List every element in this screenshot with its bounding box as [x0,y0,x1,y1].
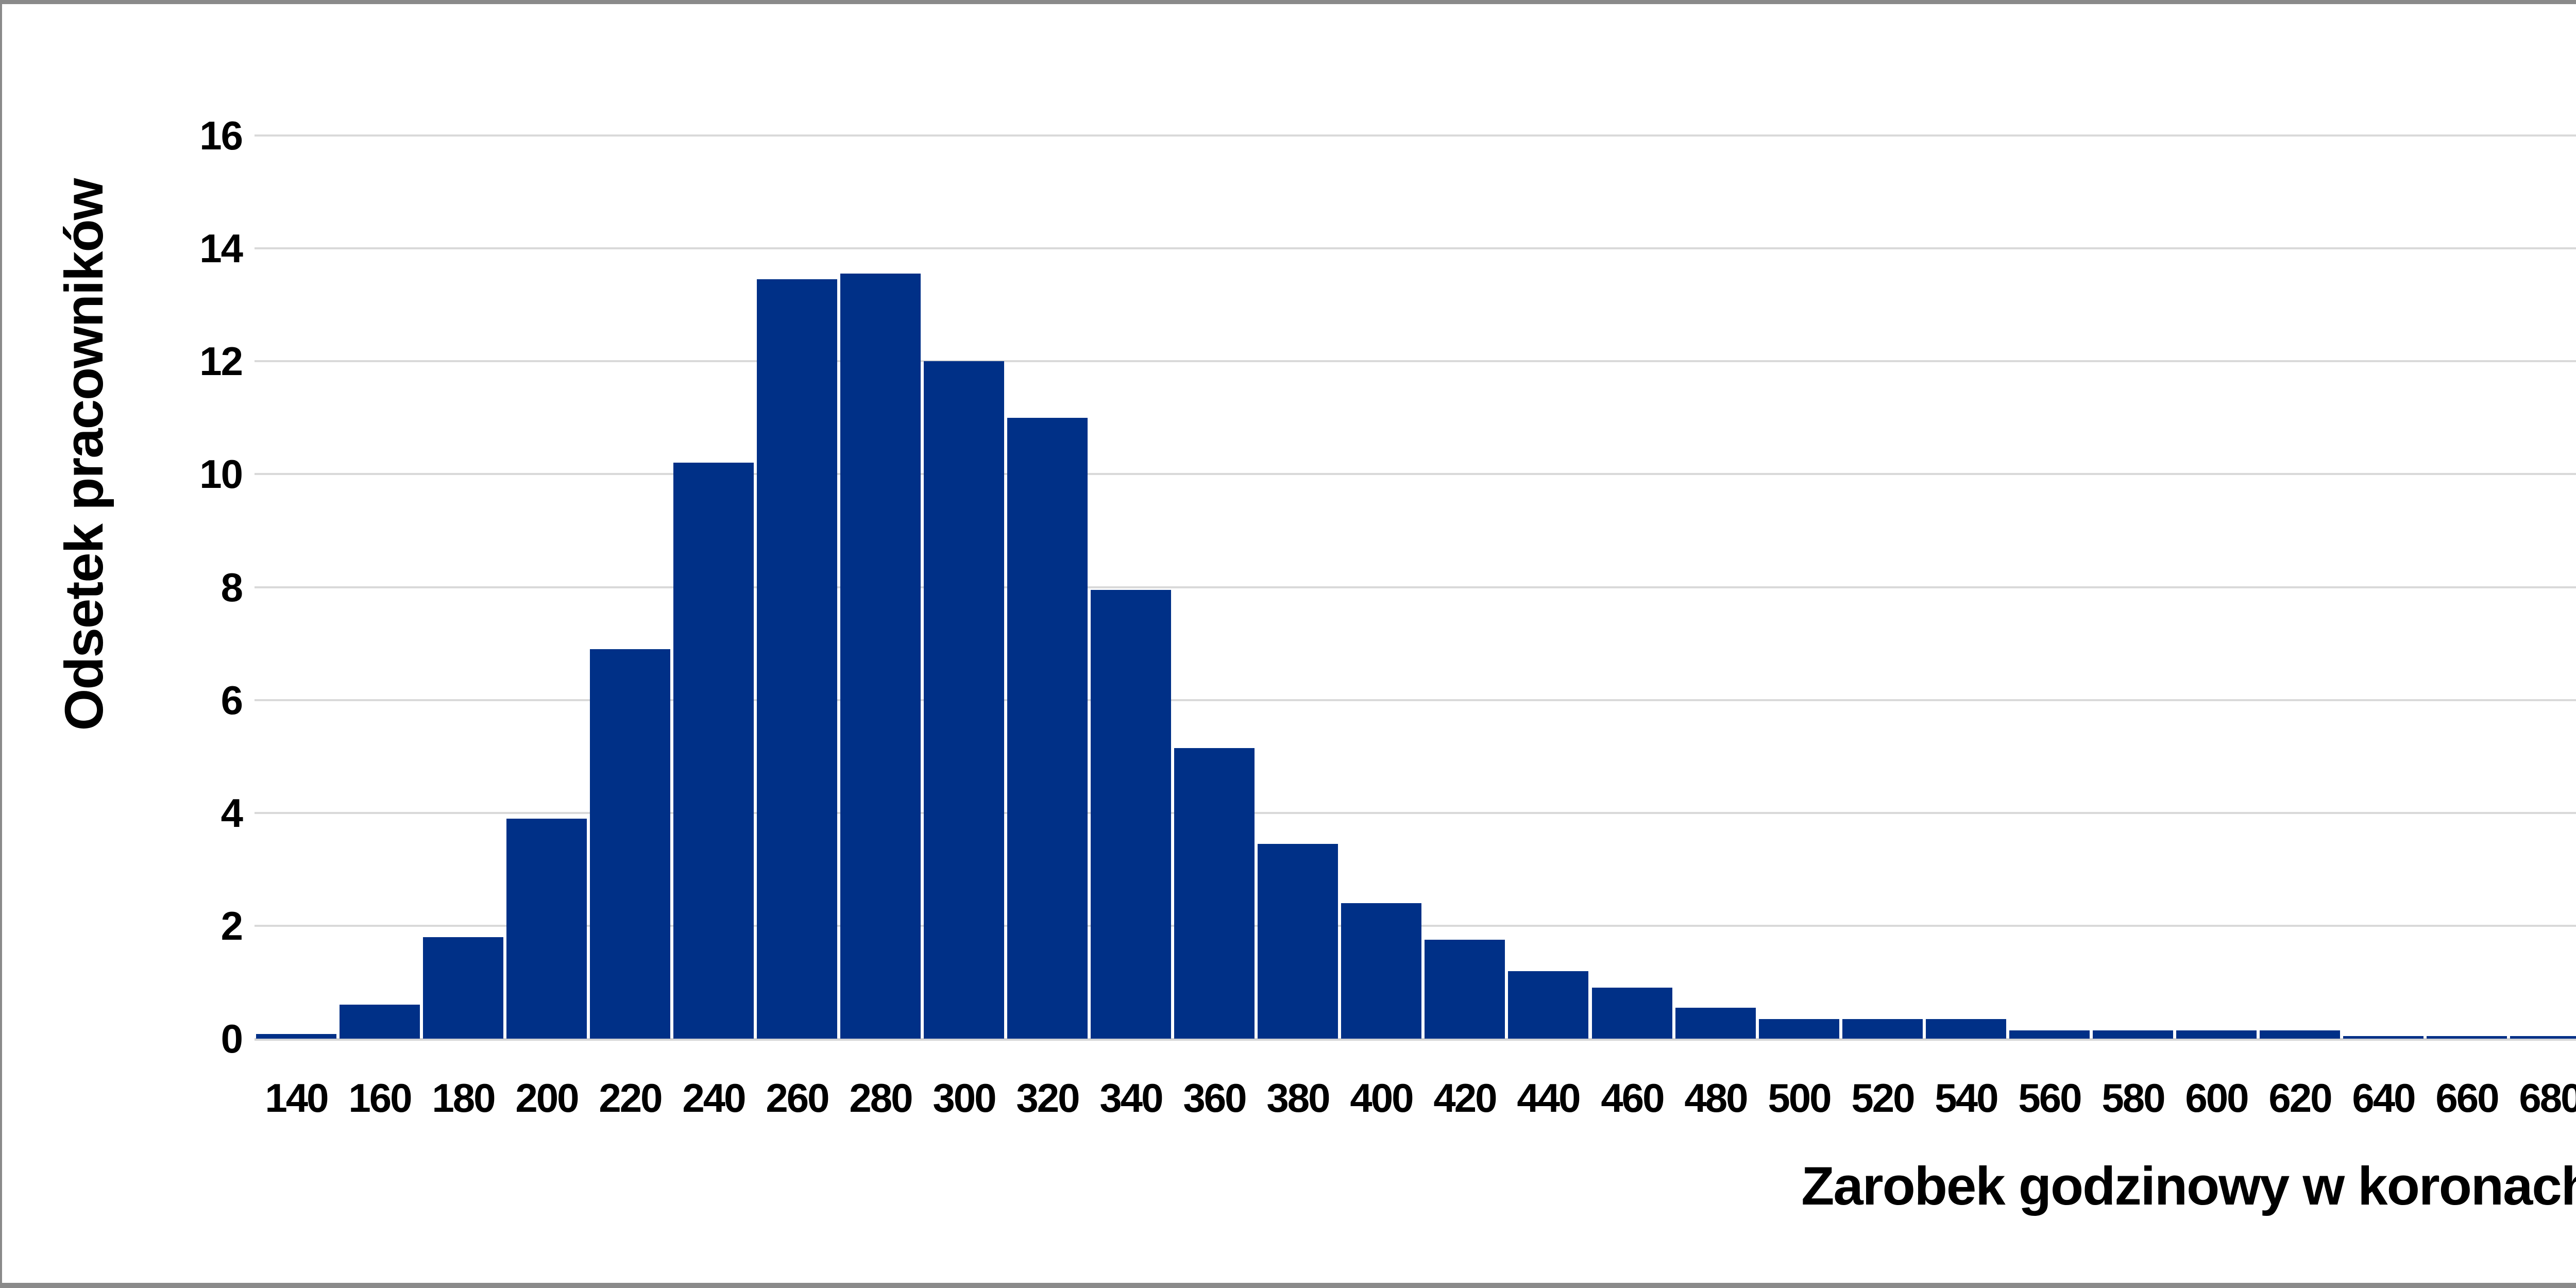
x-tick-label-420: 420 [1433,1075,1497,1121]
histogram-bar-600 [2176,1030,2257,1039]
x-tick-label-520: 520 [1851,1075,1915,1121]
x-tick-label-180: 180 [432,1075,496,1121]
x-tick-label-680: 680 [2519,1075,2576,1121]
gridline-y-12 [255,360,2576,363]
x-tick-label-400: 400 [1350,1075,1414,1121]
y-tick-label-14: 14 [199,226,243,271]
x-tick-label-460: 460 [1601,1075,1665,1121]
histogram-bar-620 [2260,1030,2340,1039]
histogram-bar-320 [1007,418,1088,1039]
histogram-bar-560 [2009,1030,2090,1039]
x-axis-line [255,1038,2576,1041]
y-tick-label-16: 16 [199,113,243,158]
x-tick-label-440: 440 [1517,1075,1581,1121]
gridline-y-16 [255,134,2576,137]
x-tick-label-200: 200 [515,1075,579,1121]
y-tick-label-2: 2 [221,903,243,948]
y-tick-label-0: 0 [221,1016,243,1061]
x-tick-label-140: 140 [265,1075,329,1121]
histogram-bar-440 [1508,971,1588,1039]
histogram-bar-660 [2427,1036,2507,1039]
x-tick-label-560: 560 [2018,1075,2082,1121]
histogram-bar-520 [1842,1019,1923,1039]
histogram-bar-140 [256,1034,336,1039]
x-tick-label-160: 160 [348,1075,412,1121]
x-tick-label-600: 600 [2185,1075,2249,1121]
plot-area [255,134,2576,1041]
x-tick-label-620: 620 [2268,1075,2332,1121]
histogram-bar-580 [2093,1030,2173,1039]
histogram-bar-220 [590,649,670,1039]
y-tick-label-10: 10 [199,451,243,497]
histogram-bar-340 [1091,590,1171,1039]
histogram-bar-680 [2510,1036,2576,1039]
y-tick-label-12: 12 [199,338,243,384]
x-tick-label-280: 280 [849,1075,913,1121]
x-tick-label-220: 220 [599,1075,663,1121]
histogram-bar-480 [1675,1008,1756,1039]
histogram-bar-640 [2343,1036,2424,1039]
histogram-bar-420 [1425,940,1505,1039]
histogram-bar-300 [924,361,1004,1039]
y-tick-label-4: 4 [221,790,243,836]
x-tick-label-580: 580 [2102,1075,2165,1121]
x-tick-label-540: 540 [1935,1075,1998,1121]
histogram-bar-380 [1258,844,1338,1039]
gridline-y-14 [255,247,2576,250]
histogram-bar-360 [1174,748,1255,1039]
gridline-y-6 [255,699,2576,701]
histogram-bar-400 [1341,903,1421,1039]
x-tick-label-320: 320 [1016,1075,1080,1121]
x-tick-label-260: 260 [766,1075,829,1121]
x-tick-label-640: 640 [2352,1075,2416,1121]
x-tick-label-240: 240 [682,1075,746,1121]
histogram-bar-160 [340,1005,420,1039]
x-tick-label-500: 500 [1768,1075,1832,1121]
gridline-y-10 [255,473,2576,476]
histogram-bar-500 [1759,1019,1839,1039]
x-tick-label-380: 380 [1266,1075,1330,1121]
y-axis-title: Odsetek pracowników [54,179,114,731]
y-tick-label-8: 8 [221,565,243,610]
y-tick-label-6: 6 [221,677,243,723]
gridline-y-4 [255,811,2576,814]
histogram-bar-180 [423,937,503,1039]
x-tick-label-660: 660 [2435,1075,2499,1121]
histogram-bar-240 [673,463,754,1039]
x-tick-label-360: 360 [1183,1075,1247,1121]
histogram-bar-280 [840,274,921,1039]
x-axis-title: Zarobek godzinowy w koronach dunskich [1801,1156,2576,1216]
gridline-y-8 [255,586,2576,588]
histogram-bar-460 [1592,988,1672,1039]
x-tick-label-300: 300 [933,1075,996,1121]
histogram-bar-260 [757,279,837,1039]
x-tick-label-340: 340 [1099,1075,1163,1121]
histogram-bar-200 [506,819,587,1039]
x-tick-label-480: 480 [1684,1075,1748,1121]
histogram-bar-540 [1926,1019,2006,1039]
